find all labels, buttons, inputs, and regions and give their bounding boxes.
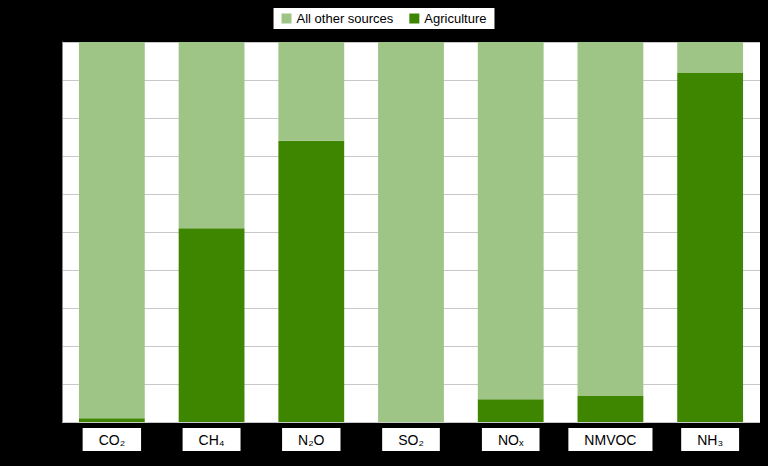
svg-text:All other sources: All other sources — [297, 11, 394, 26]
svg-text:CO₂: CO₂ — [99, 432, 125, 448]
svg-text:Agriculture: Agriculture — [424, 11, 486, 26]
svg-text:NH₃: NH₃ — [697, 432, 723, 448]
svg-text:N₂O: N₂O — [298, 432, 325, 448]
svg-text:NOₓ: NOₓ — [498, 432, 524, 448]
svg-text:CH₄: CH₄ — [199, 432, 225, 448]
svg-text:NMVOC: NMVOC — [584, 432, 636, 448]
svg-text:SO₂: SO₂ — [398, 432, 424, 448]
